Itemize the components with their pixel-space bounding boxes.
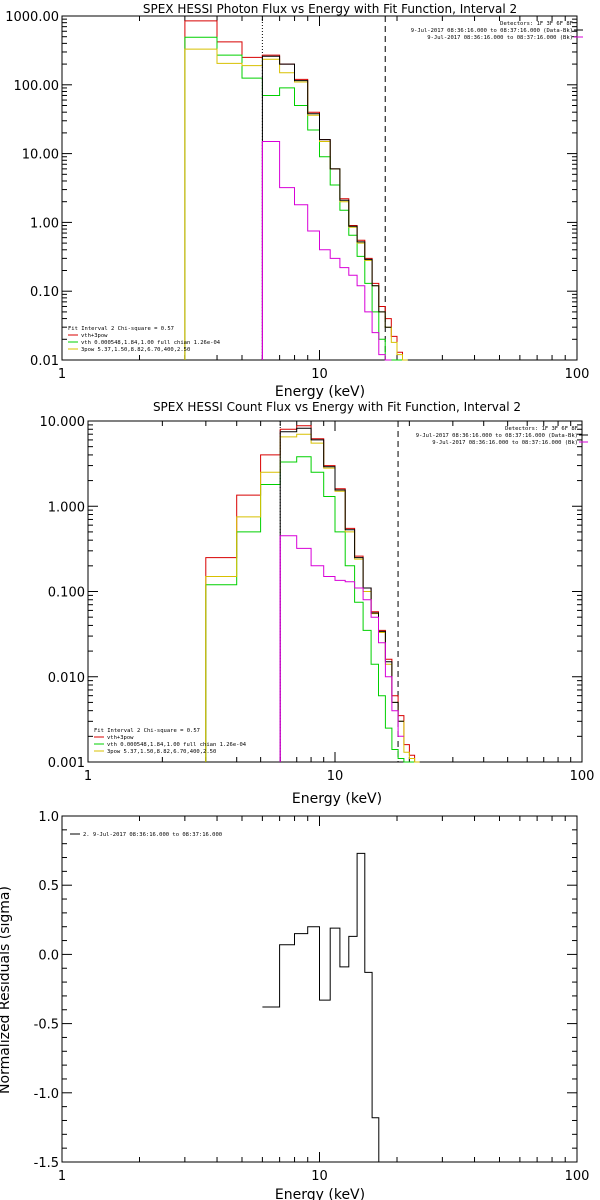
- header-text: 9-Jul-2017 08:36:16.000 to 08:37:16.000 …: [427, 35, 573, 41]
- y-tick-label: 0.001: [48, 756, 85, 771]
- series-data-bk-line: [261, 55, 392, 360]
- y-tick-label: 0.0: [38, 948, 59, 963]
- x-tick-label: 1: [58, 367, 66, 382]
- series-vth-line: [184, 36, 408, 361]
- y-tick-label: -1.0: [34, 1087, 59, 1102]
- x-tick-label: 1: [84, 769, 92, 784]
- legend-text: 3pow 5.37,1.50,8.82,6.70,400,2.50: [81, 347, 190, 353]
- legend-text: 2. 9-Jul-2017 08:36:16.000 to 08:37:16.0…: [83, 832, 222, 838]
- count-flux-title: SPEX HESSI Count Flux vs Energy with Fit…: [153, 400, 521, 414]
- count-flux-xlabel: Energy (keV): [292, 791, 382, 807]
- series-data-bk-line: [279, 427, 404, 762]
- header-text: 9-Jul-2017 08:36:16.000 to 08:37:16.000 …: [411, 28, 573, 34]
- y-tick-label: 1.00: [30, 216, 59, 231]
- x-tick-label: 1: [58, 1169, 66, 1184]
- photon-flux-title: SPEX HESSI Photon Flux vs Energy with Fi…: [143, 2, 517, 16]
- legend-text: vth 0.000548,1.84,1.00 full chian 1.26e-…: [81, 340, 221, 346]
- residuals-ylabel: Normalized Residuals (sigma): [0, 886, 13, 1094]
- x-tick-label: 10: [311, 1169, 328, 1184]
- legend-text: vth+3pow: [81, 333, 108, 339]
- series-2-9-jul-2017-08-36-16-000-to-08-37-16-000-line: [262, 852, 392, 1163]
- photon-flux-marks: 1 10 100 0.01 0.10 1.00 10.00 100.00 1000.00 Dete…: [5, 10, 589, 382]
- y-tick-label: 0.10: [30, 285, 59, 300]
- y-tick-label: 10.00: [22, 148, 59, 163]
- legend-text: Fit Interval 2 Chi-square = 0.57: [94, 728, 200, 734]
- header-text: Detectors: 1F 3F 6F 8F: [505, 426, 578, 432]
- legend-text: 3pow 5.37,1.50,8.82,6.70,400,2.50: [107, 749, 216, 755]
- y-tick-label: 1000.00: [5, 10, 59, 25]
- y-tick-label: 1.0: [38, 810, 59, 825]
- y-tick-label: 0.01: [30, 354, 59, 369]
- legend-text: Fit Interval 2 Chi-square = 0.57: [68, 326, 174, 332]
- y-tick-label: 0.5: [38, 879, 59, 894]
- y-tick-label: 1.000: [48, 500, 85, 515]
- series-bk-line: [261, 141, 392, 361]
- y-tick-label: 10.000: [40, 415, 86, 430]
- legend-text: vth+3pow: [107, 735, 134, 741]
- y-tick-label: 0.010: [48, 671, 85, 686]
- y-tick-label: -0.5: [34, 1018, 59, 1033]
- photon-flux-xlabel: Energy (keV): [275, 384, 365, 400]
- x-tick-label: 10: [327, 769, 344, 784]
- residuals-xlabel: Energy (keV): [275, 1187, 365, 1200]
- x-tick-label: 100: [565, 367, 590, 382]
- y-tick-label: 100.00: [14, 79, 60, 94]
- x-tick-label: 10: [311, 367, 328, 382]
- count-flux-panel: SPEX HESSI Count Flux vs Energy with Fit…: [40, 400, 595, 807]
- legend-text: vth 0.000548,1.84,1.00 full chian 1.26e-…: [107, 742, 247, 748]
- count-flux-marks: 1 10 100 0.001 0.010 0.100 1.000 10.000 Detector…: [40, 415, 595, 784]
- header-text: 9-Jul-2017 08:36:16.000 to 08:37:16.000 …: [416, 433, 578, 439]
- residuals-panel: Energy (keV) Normalized Residuals (sigma…: [0, 810, 589, 1200]
- header-text: Detectors: 1F 3F 6F 8F: [500, 21, 573, 27]
- y-tick-label: -1.5: [34, 1156, 59, 1171]
- x-tick-label: 100: [565, 1169, 590, 1184]
- photon-flux-panel: SPEX HESSI Photon Flux vs Energy with Fi…: [5, 2, 589, 400]
- residuals-marks: 1 10 100 -1.5 -1.0 -0.5 0.0 0.5 1.0 2. 9-Jul-2017…: [34, 810, 590, 1184]
- x-tick-label: 100: [570, 769, 595, 784]
- series-bk-line: [279, 535, 404, 762]
- y-tick-label: 0.100: [48, 586, 85, 601]
- header-text: 9-Jul-2017 08:36:16.000 to 08:37:16.000 …: [432, 440, 578, 446]
